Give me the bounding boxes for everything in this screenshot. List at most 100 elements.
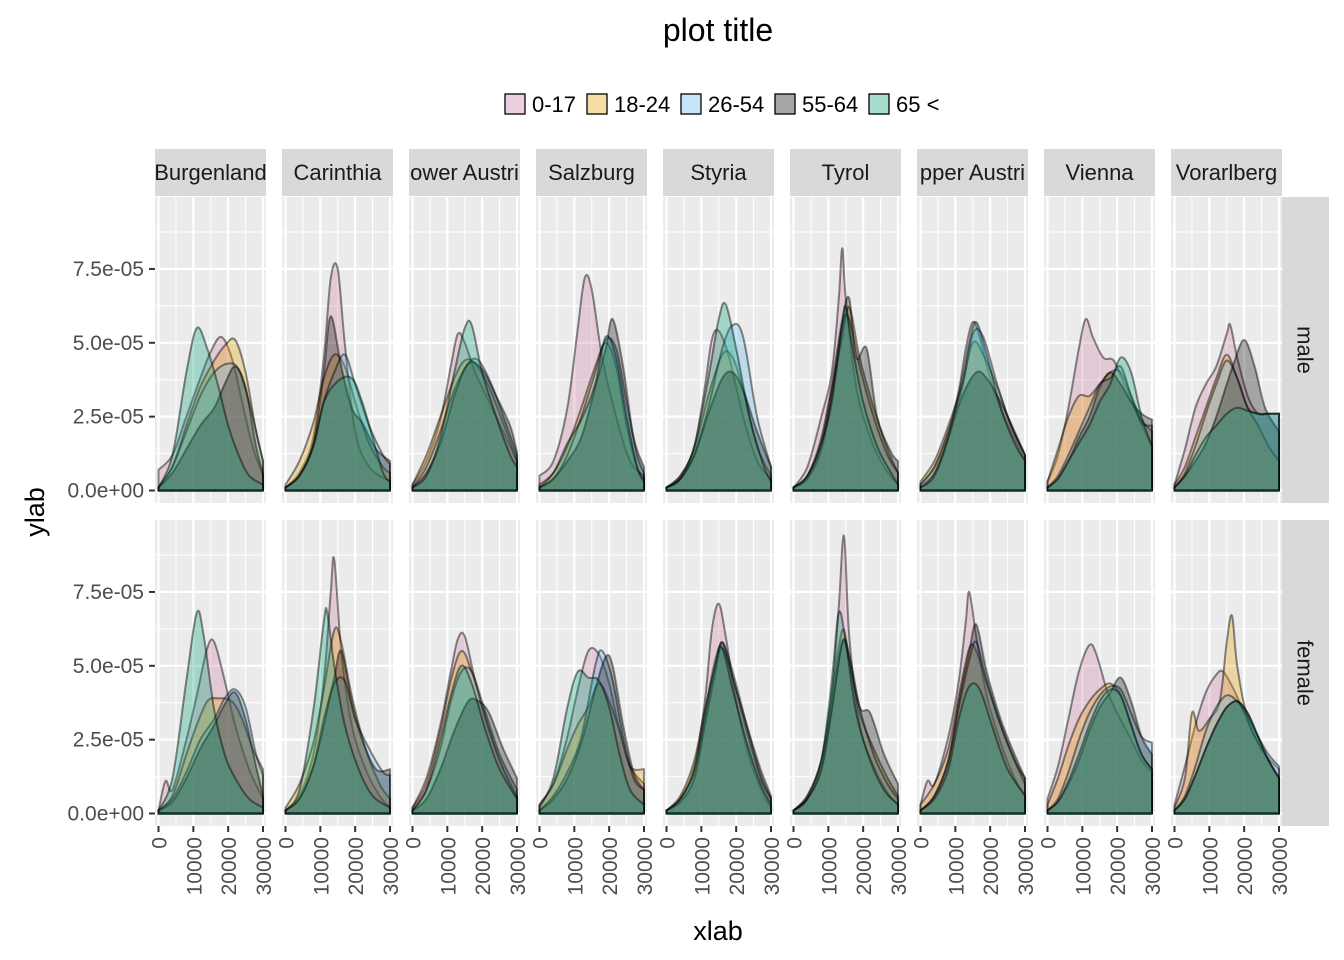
y-tick-label: 0.0e+00: [68, 480, 145, 503]
density-layer: [1046, 318, 1153, 492]
x-tick-label: 10000: [564, 837, 587, 895]
x-tick-label: 0: [1038, 837, 1061, 849]
column-strip-bg: [536, 149, 647, 196]
density-layer: [792, 247, 899, 492]
density-area: [411, 357, 518, 492]
facet-panel: [409, 520, 520, 826]
y-axis: 0.0e+00 2.5e-05 5.0e-05 7.5e-05: [68, 581, 155, 826]
density-area: [157, 362, 264, 492]
x-tick-label: 20000: [1107, 837, 1130, 895]
density-area: [538, 341, 645, 492]
x-axis: 0 10000 20000 30000: [657, 826, 784, 895]
x-tick-label: 20000: [218, 837, 241, 895]
density-area: [1173, 614, 1280, 815]
facet-panel: [282, 197, 393, 503]
density-area: [157, 697, 264, 815]
y-tick-label: 5.0e-05: [73, 332, 144, 355]
y-tick-label: 2.5e-05: [73, 729, 144, 752]
density-area: [665, 602, 772, 815]
density-layer: [665, 301, 772, 492]
facet-panel: [536, 520, 647, 826]
column-strip-bg: [409, 149, 520, 196]
y-axis: 0.0e+00 2.5e-05 5.0e-05 7.5e-05: [68, 258, 155, 503]
column-strip-label: Tyrol: [822, 160, 870, 185]
density-area: [919, 320, 1026, 492]
density-area: [792, 610, 899, 815]
density-area: [919, 321, 1026, 492]
facet-panel: [790, 197, 901, 503]
density-area: [1046, 356, 1153, 492]
x-tick-label: 10000: [1072, 837, 1095, 895]
facet-panel: [409, 197, 520, 503]
x-tick-label: 0: [1165, 837, 1188, 849]
density-area: [792, 628, 899, 815]
column-strip-label: Salzburg: [548, 160, 635, 185]
x-tick-label: 30000: [888, 837, 911, 895]
density-area: [792, 247, 899, 492]
density-area: [284, 556, 391, 815]
facet-panel: [917, 520, 1028, 826]
legend-label: 55-64: [802, 92, 858, 117]
density-area: [1046, 643, 1153, 815]
x-tick-label: 20000: [980, 837, 1003, 895]
x-axis: 0 10000 20000 30000: [403, 826, 530, 895]
facet-panel: [917, 197, 1028, 503]
y-tick-label: 0.0e+00: [68, 803, 145, 826]
density-area: [1046, 676, 1153, 815]
density-area: [538, 337, 645, 492]
density-area: [538, 654, 645, 815]
legend-key: [680, 93, 702, 115]
x-tick-label: 0: [276, 837, 299, 849]
legend-key: [868, 93, 890, 115]
density-layer: [284, 262, 391, 492]
density-layer: [157, 326, 264, 492]
column-strip-bg: [155, 149, 266, 196]
x-tick-label: 30000: [380, 837, 403, 895]
facet-panel: [663, 197, 774, 503]
x-tick-label: 0: [911, 837, 934, 849]
density-area: [157, 337, 264, 492]
column-strip-label: Carinthia: [293, 160, 382, 185]
density-area: [411, 331, 518, 492]
y-tick-label: 7.5e-05: [73, 581, 144, 604]
column-strip-label: pper Austri: [920, 160, 1025, 185]
x-tick-label: 30000: [253, 837, 276, 895]
density-area: [538, 334, 645, 492]
density-area: [538, 682, 645, 815]
x-tick-label: 0: [784, 837, 807, 849]
density-area: [411, 319, 518, 492]
legend-item: 55-64: [774, 92, 858, 117]
y-tick-label: 5.0e-05: [73, 655, 144, 678]
facet-panel: [536, 197, 647, 503]
density-area: [411, 358, 518, 492]
density-area: [284, 626, 391, 815]
x-tick-label: 20000: [1234, 837, 1257, 895]
density-layer: [157, 609, 264, 815]
column-strip-bg: [790, 149, 901, 196]
x-tick-label: 10000: [945, 837, 968, 895]
facet-panel: [155, 197, 266, 503]
column-strip: Burgenland: [155, 149, 266, 196]
facet-panel: [1171, 197, 1282, 503]
density-layer: [1173, 322, 1280, 492]
row-strip: female: [1282, 520, 1329, 826]
density-area: [665, 641, 772, 815]
x-tick-label: 20000: [726, 837, 749, 895]
density-area: [411, 650, 518, 815]
x-tick-label: 10000: [1199, 837, 1222, 895]
row-strip-bg: [1282, 520, 1329, 826]
x-tick-label: 20000: [599, 837, 622, 895]
x-tick-label: 0: [657, 837, 680, 849]
density-area: [1173, 359, 1280, 492]
y-axis-title: ylab: [20, 487, 50, 537]
legend-label: 18-24: [614, 92, 670, 117]
density-area: [919, 327, 1026, 492]
x-tick-label: 0: [149, 837, 172, 849]
density-area: [919, 590, 1026, 815]
x-tick-label: 30000: [1015, 837, 1038, 895]
column-strip-bg: [1171, 149, 1282, 196]
density-area: [1173, 669, 1280, 815]
density-area: [157, 365, 264, 492]
density-layer: [538, 646, 645, 815]
density-layer: [1046, 643, 1153, 815]
